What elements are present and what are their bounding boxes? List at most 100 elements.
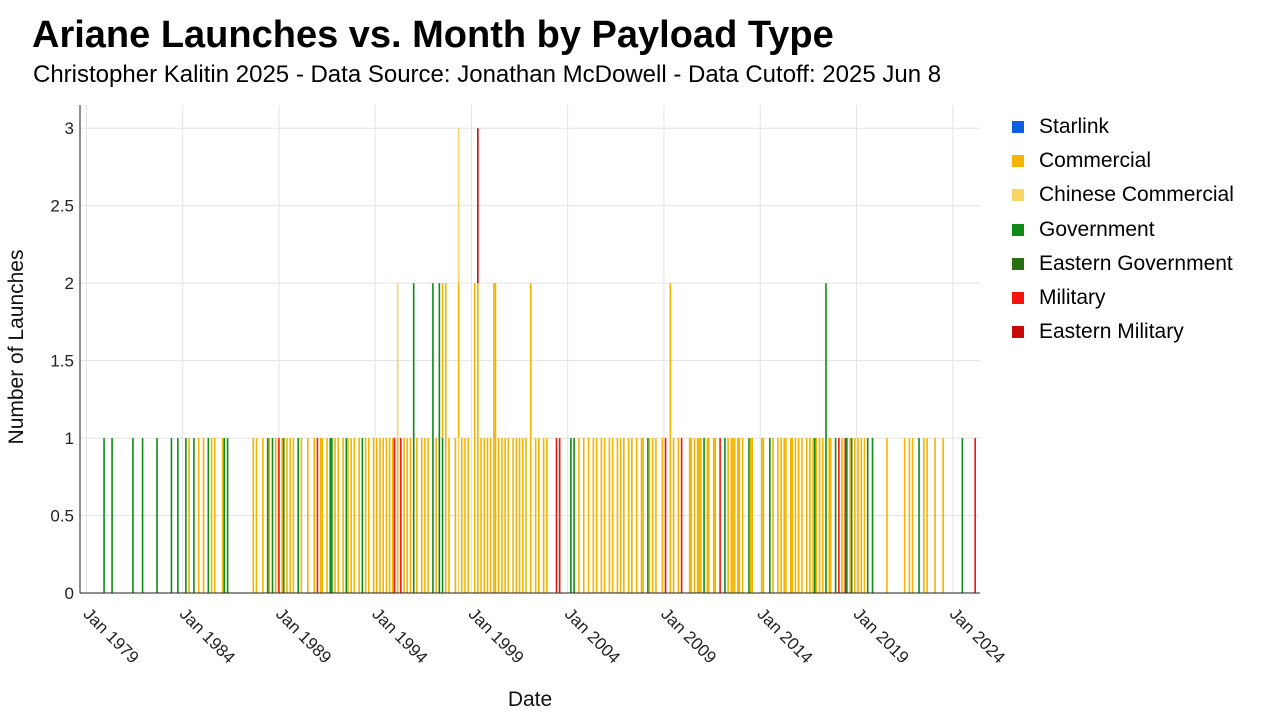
legend-label: Commercial xyxy=(1039,149,1152,173)
bar xyxy=(525,438,527,593)
x-tick-label: Jan 1999 xyxy=(465,604,528,667)
legend-item[interactable]: Eastern Government xyxy=(1012,247,1234,281)
bar xyxy=(772,438,774,593)
bar xyxy=(438,438,441,593)
legend-label: Chinese Commercial xyxy=(1039,183,1234,207)
bar xyxy=(961,438,964,593)
bar xyxy=(849,438,851,593)
bar xyxy=(672,438,675,593)
bar xyxy=(934,438,936,593)
x-tick-label: Jan 1989 xyxy=(272,604,335,667)
bar xyxy=(353,438,356,593)
legend-item[interactable]: Chinese Commercial xyxy=(1012,178,1234,212)
bar xyxy=(300,438,303,593)
bar xyxy=(789,438,792,593)
bar xyxy=(542,438,545,593)
y-tick-label: 0 xyxy=(65,584,74,603)
bar xyxy=(866,438,869,593)
bar xyxy=(642,438,644,593)
bar xyxy=(712,438,715,593)
legend-label: Starlink xyxy=(1039,115,1110,139)
bar xyxy=(587,438,590,593)
bar xyxy=(345,438,348,593)
bar xyxy=(448,438,450,593)
bar xyxy=(635,438,638,593)
bar xyxy=(467,438,470,593)
bar xyxy=(730,438,733,593)
bar xyxy=(282,438,285,593)
bar xyxy=(457,128,460,284)
bar xyxy=(223,438,226,593)
bar xyxy=(319,438,322,593)
bar xyxy=(785,438,787,593)
bar xyxy=(329,438,332,593)
bar xyxy=(573,438,575,593)
bar xyxy=(592,438,595,593)
bar xyxy=(813,438,816,593)
bar xyxy=(266,438,269,593)
bar xyxy=(600,438,603,593)
bar xyxy=(286,438,288,593)
legend-item[interactable]: Commercial xyxy=(1012,144,1234,178)
bar xyxy=(738,438,741,593)
bar xyxy=(400,438,402,593)
bar xyxy=(221,438,224,593)
bar xyxy=(860,438,863,593)
bar xyxy=(783,438,786,593)
bar xyxy=(741,438,744,593)
bar xyxy=(647,438,649,593)
bar xyxy=(497,438,500,593)
bar xyxy=(616,438,619,593)
bar xyxy=(420,438,423,593)
bar xyxy=(825,283,827,593)
bar xyxy=(289,438,291,593)
bar xyxy=(797,438,800,593)
bar xyxy=(416,438,418,593)
bar xyxy=(375,438,378,593)
bar xyxy=(680,438,683,593)
bar xyxy=(111,438,113,593)
legend: Starlink Commercial Chinese Commercial Gove… xyxy=(1012,110,1234,349)
legend-item[interactable]: Starlink xyxy=(1012,110,1234,144)
bar xyxy=(821,438,824,593)
bar xyxy=(388,438,391,593)
bar xyxy=(700,438,702,593)
legend-item[interactable]: Eastern Military xyxy=(1012,315,1234,349)
bar xyxy=(850,438,853,593)
bar xyxy=(480,438,482,593)
bar xyxy=(815,438,818,593)
bar xyxy=(103,438,105,593)
bar xyxy=(316,438,319,593)
legend-item[interactable]: Military xyxy=(1012,281,1234,315)
legend-swatch xyxy=(1012,292,1024,305)
bar xyxy=(801,438,803,593)
bar xyxy=(669,283,672,439)
axes xyxy=(79,105,980,594)
bar xyxy=(403,438,405,593)
bar xyxy=(828,438,830,593)
bar xyxy=(530,283,532,439)
bar xyxy=(432,283,434,439)
bar xyxy=(379,438,381,593)
bar xyxy=(457,438,460,593)
bar xyxy=(210,438,213,593)
legend-item[interactable]: Government xyxy=(1012,213,1234,247)
x-tick-label: Jan 2024 xyxy=(946,604,1009,667)
bar xyxy=(297,438,299,593)
bar xyxy=(664,438,667,593)
legend-swatch xyxy=(1012,257,1024,270)
bar xyxy=(486,438,489,593)
bar xyxy=(271,438,274,593)
bar xyxy=(809,438,811,593)
bar xyxy=(619,438,622,593)
bar xyxy=(706,438,709,593)
bar xyxy=(749,438,752,593)
bar xyxy=(762,438,765,593)
bar xyxy=(213,438,216,593)
bar xyxy=(412,438,415,593)
bar xyxy=(132,438,134,593)
bar xyxy=(761,438,763,593)
bar xyxy=(441,283,444,439)
bar xyxy=(886,438,888,593)
bar xyxy=(714,438,717,593)
